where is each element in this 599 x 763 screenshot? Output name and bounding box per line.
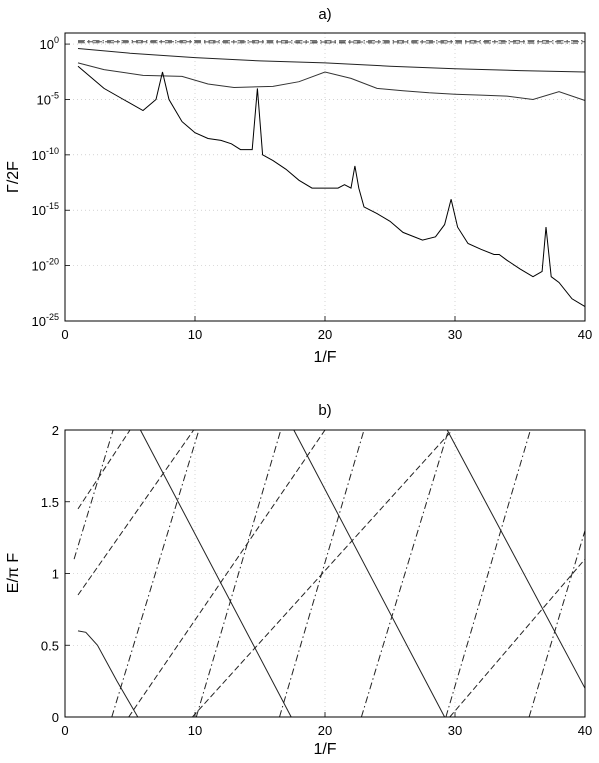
panel-b-segment-2 xyxy=(293,429,446,718)
panel-b-ylabel: E/π F xyxy=(5,553,22,594)
panel-a-series xyxy=(77,40,586,308)
panel-b-segment-5 xyxy=(111,429,200,718)
panel-a-ytick-label: 100 xyxy=(40,35,59,52)
panel-b-segment-13 xyxy=(449,558,586,718)
panel-b-ticks: 0 10 20 30 40 0 0.5 1 1.5 2 xyxy=(41,423,592,738)
panel-b-xtick-label: 10 xyxy=(188,723,202,738)
panel-b-xtick-label: 40 xyxy=(578,723,592,738)
panel-a-ytick-label: 10-15 xyxy=(32,201,59,218)
panel-b-series xyxy=(73,429,586,718)
panel-b-ytick-label: 1.5 xyxy=(41,495,59,510)
panel-b-ytick-label: 1 xyxy=(52,567,59,582)
panel-a-ylabel: Γ/2F xyxy=(5,161,22,193)
panel-a-series-line-3 xyxy=(77,48,586,73)
panel-b-segment-4 xyxy=(73,429,114,560)
panel-b-segment-0 xyxy=(77,630,139,718)
panel-b: b) 0 10 20 30 40 0 0.5 1 1.5 2 E/π F 1/F xyxy=(5,402,592,758)
panel-b-ytick-label: 0.5 xyxy=(41,638,59,653)
panel-b-ytick-label: 0 xyxy=(52,710,59,725)
panel-a-title: a) xyxy=(318,6,331,23)
panel-b-xtick-label: 30 xyxy=(448,723,462,738)
panel-b-xtick-label: 0 xyxy=(61,723,68,738)
panel-a-ytick-label: 10-5 xyxy=(37,90,59,107)
panel-b-segment-8 xyxy=(360,429,449,718)
panel-b-segment-3 xyxy=(446,429,586,689)
panel-a-xtick-label: 0 xyxy=(61,327,68,342)
panel-b-segment-12 xyxy=(192,429,453,718)
panel-b-segment-14 xyxy=(77,429,131,510)
panel-b-xlabel: 1/F xyxy=(313,741,336,758)
panel-a-series-line-4 xyxy=(77,62,586,101)
panel-b-ytick-label: 2 xyxy=(52,423,59,438)
panel-b-segment-6 xyxy=(195,429,282,718)
panel-a-xtick-label: 40 xyxy=(578,327,592,342)
panel-a-ticks: 0 10 20 30 40 100 10-5 10-10 10-15 10-20 10-25 xyxy=(32,35,593,342)
panel-a-xtick-label: 20 xyxy=(318,327,332,342)
panel-a-ytick-label: 10-20 xyxy=(32,257,59,274)
panel-b-xtick-label: 20 xyxy=(318,723,332,738)
panel-a-grid xyxy=(65,33,585,321)
panel-b-segment-1 xyxy=(139,429,292,718)
panel-b-grid xyxy=(65,430,585,717)
panel-b-title: b) xyxy=(318,402,331,419)
panel-a: a) 0 10 20 30 4010010-510-1010-1510-2010-25 … xyxy=(5,6,592,366)
panel-b-segment-11 xyxy=(77,429,195,596)
panel-a-series-line-5 xyxy=(77,65,586,308)
panel-a-xtick-label: 10 xyxy=(188,327,202,342)
panel-b-segment-10 xyxy=(528,530,586,718)
panel-b-segment-15 xyxy=(128,429,326,718)
panel-a-xlabel: 1/F xyxy=(313,349,336,366)
panel-a-ytick-label: 10-25 xyxy=(32,312,59,329)
panel-a-ytick-label: 10-10 xyxy=(32,146,59,163)
panel-b-segment-9 xyxy=(445,429,531,718)
panel-a-xtick-label: 30 xyxy=(448,327,462,342)
